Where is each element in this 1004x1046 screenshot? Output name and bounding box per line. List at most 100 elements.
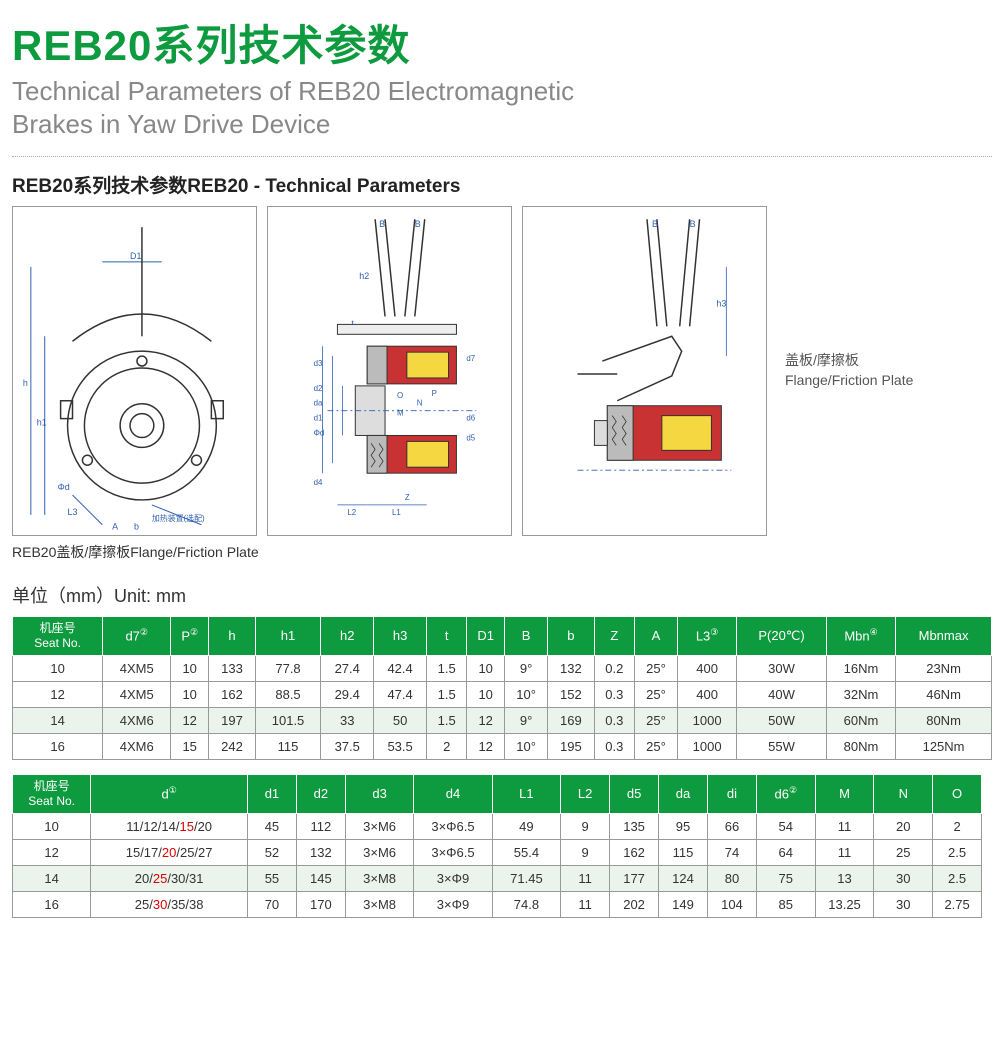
svg-text:d6: d6 [466,414,475,423]
svg-text:h2: h2 [359,271,369,281]
table-row: 1625/30/35/38701703×M83×Φ974.81120214910… [13,892,992,918]
cell-seat: 14 [13,708,103,734]
cell: 80Nm [896,708,992,734]
cell: 195 [548,734,595,760]
cell: 11 [815,814,874,840]
svg-text:B: B [690,219,696,229]
svg-text:d3: d3 [314,359,323,368]
cell: 2 [933,814,982,840]
cell: 52 [247,840,296,866]
cell: 3×M6 [345,814,414,840]
col-header: A [634,617,677,656]
cell: 3×M6 [345,840,414,866]
svg-text:B: B [652,219,658,229]
cell: 162 [209,682,256,708]
cell: 25° [634,708,677,734]
page-title-en: Technical Parameters of REB20 Electromag… [12,75,992,140]
cell: 2.5 [933,866,982,892]
title-en-line1: Technical Parameters of REB20 Electromag… [12,76,574,106]
cell: 46Nm [896,682,992,708]
cell: 10 [467,682,505,708]
svg-text:D1: D1 [130,251,141,261]
cell: 124 [659,866,708,892]
col-header: b [548,617,595,656]
cell: 64 [756,840,815,866]
cell: 0.3 [594,708,634,734]
cell: 70 [247,892,296,918]
cell: 3×Φ9 [414,866,492,892]
col-header: di [707,775,756,814]
svg-text:h1: h1 [37,418,47,428]
cell: 112 [296,814,345,840]
cell: 170 [296,892,345,918]
cell: 9 [561,840,610,866]
section-subtitle: REB20系列技术参数REB20 - Technical Parameters [12,171,992,198]
svg-text:d1: d1 [314,414,323,423]
cell-d: 20/25/30/31 [91,866,248,892]
cell: 3×Φ9 [414,892,492,918]
cell: 0.3 [594,734,634,760]
cell: 23Nm [896,656,992,682]
col-header: d2 [296,775,345,814]
svg-text:Z: Z [405,493,410,502]
col-header: d7② [103,617,171,656]
cell: 95 [659,814,708,840]
col-seat: 机座号Seat No. [13,617,103,656]
title-en-line2: Brakes in Yaw Drive Device [12,109,330,139]
cell: 115 [659,840,708,866]
cell: 71.45 [492,866,561,892]
col-header: d① [91,775,248,814]
cell: 80Nm [826,734,895,760]
cell: 104 [707,892,756,918]
diagram-section-view: B B h2 t [267,206,512,536]
col-header: d3 [345,775,414,814]
diagram-side-section: B B h3 [522,206,767,536]
cell: 152 [548,682,595,708]
cell-seat: 10 [13,814,91,840]
cell: 13 [815,866,874,892]
divider [12,156,992,157]
cell: 149 [659,892,708,918]
cell: 74.8 [492,892,561,918]
svg-text:L3: L3 [68,507,78,517]
diagram-side-label: 盖板/摩擦板 Flange/Friction Plate [785,351,913,390]
col-header: O [933,775,982,814]
cell: 132 [296,840,345,866]
cell: 50W [737,708,827,734]
parameters-table-1: 机座号Seat No.d7②P②hh1h2h3tD1BbZAL3③P(20℃)M… [12,616,992,760]
page-title-cn: REB20系列技术参数 [12,12,992,73]
cell-seat: 16 [13,734,103,760]
cell: 125Nm [896,734,992,760]
col-header: d4 [414,775,492,814]
svg-text:d2: d2 [314,384,323,393]
cell: 16Nm [826,656,895,682]
cell-seat: 10 [13,656,103,682]
cell: 202 [610,892,659,918]
cell: 20 [874,814,933,840]
svg-text:d4: d4 [314,478,323,487]
parameters-table-2: 机座号Seat No.d①d1d2d3d4L1L2d5dadid6②MNO 10… [12,774,992,918]
cell: 10° [505,682,548,708]
cell: 12 [467,708,505,734]
col-header: Mbn④ [826,617,895,656]
cell: 2.75 [933,892,982,918]
cell: 50 [374,708,427,734]
col-header: d5 [610,775,659,814]
cell: 25° [634,656,677,682]
table-row: 1215/17/20/25/27521323×M63×Φ6.555.491621… [13,840,992,866]
svg-text:O: O [397,391,403,400]
cell: 55.4 [492,840,561,866]
svg-text:Φd: Φd [58,482,70,492]
cell: 60Nm [826,708,895,734]
cell-seat: 14 [13,866,91,892]
cell-d: 15/17/20/25/27 [91,840,248,866]
cell: 54 [756,814,815,840]
cell: 2.5 [933,840,982,866]
cell: 400 [678,656,737,682]
cell: 115 [255,734,321,760]
diagram-front-view: D1 h h1 [12,206,257,536]
cell: 55 [247,866,296,892]
cell: 30 [874,866,933,892]
cell: 242 [209,734,256,760]
cell: 11 [561,866,610,892]
